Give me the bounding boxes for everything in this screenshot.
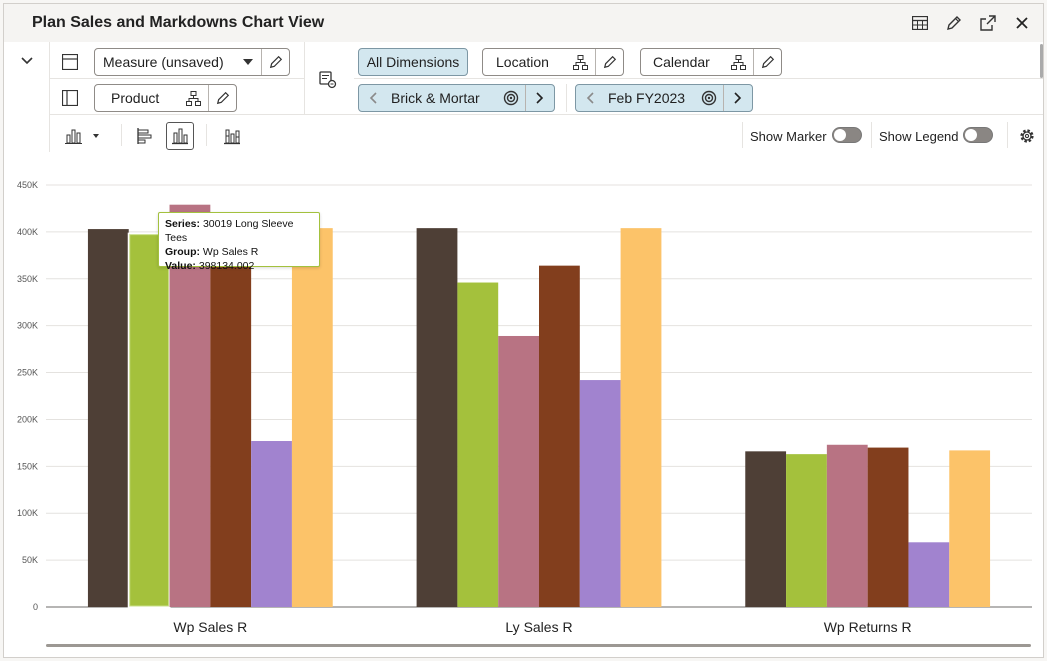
tooltip-value-value: 398134.002 <box>198 260 255 272</box>
bar <box>745 451 787 607</box>
product-selector[interactable]: Product <box>94 84 237 112</box>
close-icon[interactable] <box>1011 12 1033 34</box>
bar <box>457 282 499 607</box>
chevron-right-icon[interactable] <box>723 85 752 111</box>
bar <box>949 450 991 607</box>
target-icon[interactable] <box>497 85 525 111</box>
chart-tooltip: Series: 30019 Long Sleeve Tees Group: Wp… <box>158 212 320 272</box>
location-label: Location <box>496 54 549 70</box>
expand-icon[interactable] <box>977 12 999 34</box>
horizontal-scrollbar[interactable] <box>46 644 1031 647</box>
hierarchy-icon[interactable] <box>723 49 753 75</box>
stacked-bar-icon[interactable] <box>221 125 243 147</box>
y-tick-label: 150K <box>17 461 38 471</box>
bar-chart: 0 50K 100K 150K 200K 250K 300K 350K 400K 450K Wp S… <box>4 152 1043 657</box>
layout-rows-icon[interactable] <box>61 53 79 71</box>
location-navigator[interactable]: Brick & Mortar <box>358 84 555 112</box>
target-icon[interactable] <box>695 85 723 111</box>
bar-chart-svg: 0 50K 100K 150K 200K 250K 300K 350K 400K 450K Wp S… <box>17 180 1032 635</box>
measure-label: Measure (unsaved) <box>103 54 224 70</box>
measure-selector[interactable]: Measure (unsaved) <box>94 48 290 76</box>
hierarchy-icon[interactable] <box>565 49 595 75</box>
edit-pencil-icon[interactable] <box>261 49 289 75</box>
edit-pencil-icon[interactable] <box>208 85 236 111</box>
bar <box>169 204 211 607</box>
tooltip-group-key: Group: <box>165 246 200 258</box>
chevron-left-icon[interactable] <box>576 85 604 111</box>
edit-pencil-icon[interactable] <box>753 49 781 75</box>
bar <box>908 542 950 607</box>
bar <box>498 335 539 607</box>
y-tick-label: 300K <box>17 321 38 331</box>
dimension-filter-icon[interactable] <box>318 70 338 90</box>
horizontal-bar-icon[interactable] <box>134 125 156 147</box>
vertical-bar-icon[interactable] <box>166 122 194 150</box>
chevron-right-icon[interactable] <box>525 85 554 111</box>
bar <box>291 228 333 607</box>
show-legend-toggle[interactable] <box>963 127 993 143</box>
chart-view-panel: Plan Sales and Markdowns Chart View <box>3 3 1044 658</box>
bar <box>826 444 868 607</box>
layout-columns-icon[interactable] <box>61 89 79 107</box>
y-tick-label: 450K <box>17 180 38 190</box>
bar <box>87 229 129 607</box>
all-dimensions-button[interactable]: All Dimensions <box>358 48 468 76</box>
tooltip-value-key: Value: <box>165 260 196 272</box>
calendar-label: Calendar <box>653 54 710 70</box>
chevron-down-icon[interactable] <box>235 49 261 75</box>
y-tick-label: 400K <box>17 227 38 237</box>
show-marker-toggle[interactable] <box>832 127 862 143</box>
calendar-selector[interactable]: Calendar <box>640 48 782 76</box>
bar <box>210 240 252 607</box>
collapse-chevron-icon[interactable] <box>18 54 36 68</box>
bar <box>416 228 458 607</box>
category-label: Wp Sales R <box>173 619 247 635</box>
tooltip-series-key: Series: <box>165 218 201 230</box>
edit-pencil-icon[interactable] <box>595 49 623 75</box>
bar <box>867 447 909 607</box>
show-marker-label: Show Marker <box>750 129 827 144</box>
category-label: Ly Sales R <box>505 619 572 635</box>
bar <box>539 265 580 607</box>
vertical-scrollbar[interactable] <box>1040 44 1043 78</box>
edit-pencil-icon[interactable] <box>943 12 965 34</box>
category-label: Wp Returns R <box>824 619 912 635</box>
calendar-navigator[interactable]: Feb FY2023 <box>575 84 753 112</box>
show-legend-label: Show Legend <box>879 129 959 144</box>
y-tick-label: 350K <box>17 274 38 284</box>
toolbar: Measure (unsaved) Product All Dimension <box>4 42 1043 152</box>
y-tick-label: 250K <box>17 368 38 378</box>
tooltip-series-value: 30019 Long Sleeve Tees <box>165 218 294 244</box>
y-tick-label: 100K <box>17 508 38 518</box>
hierarchy-icon[interactable] <box>178 85 208 111</box>
y-tick-label: 200K <box>17 414 38 424</box>
y-tick-label: 0 <box>33 602 38 612</box>
chevron-left-icon[interactable] <box>359 85 387 111</box>
bar <box>127 232 171 608</box>
table-icon[interactable] <box>909 12 931 34</box>
title-bar: Plan Sales and Markdowns Chart View <box>4 4 1043 42</box>
bar <box>251 441 292 607</box>
product-label: Product <box>111 90 160 106</box>
bar <box>786 454 827 607</box>
all-dimensions-label: All Dimensions <box>366 54 460 70</box>
bar <box>579 380 621 607</box>
calendar-value: Feb FY2023 <box>608 90 686 106</box>
tooltip-group-value: Wp Sales R <box>202 246 259 258</box>
gear-icon[interactable] <box>1017 126 1037 146</box>
location-value: Brick & Mortar <box>391 90 480 106</box>
chart-type-menu[interactable] <box>62 126 104 146</box>
page-title: Plan Sales and Markdowns Chart View <box>32 14 325 31</box>
location-selector[interactable]: Location <box>482 48 624 76</box>
bar-highlight <box>129 234 170 607</box>
bar <box>620 228 662 607</box>
y-tick-label: 50K <box>22 555 38 565</box>
